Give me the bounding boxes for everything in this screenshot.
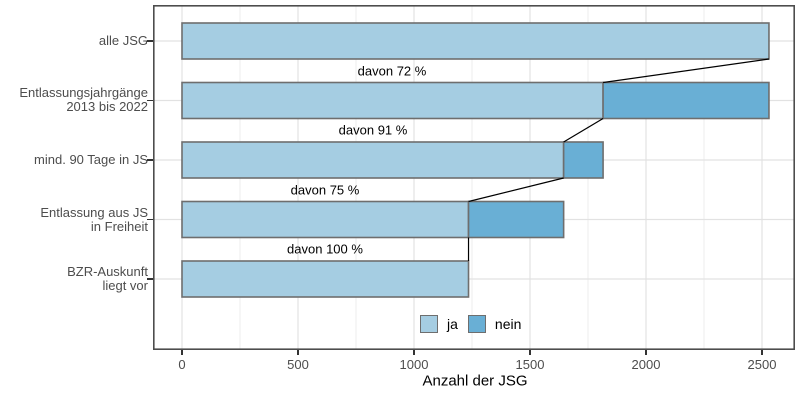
axis-tick-mark bbox=[147, 40, 153, 42]
y-axis-label-alle-jsg: alle JSG bbox=[0, 34, 148, 48]
funnel-connector bbox=[468, 177, 564, 203]
axis-tick-mark bbox=[529, 350, 531, 355]
y-axis-label-line: mind. 90 Tage in JS bbox=[34, 152, 148, 167]
annotation-davon-100: davon 100 % bbox=[287, 241, 363, 257]
axis-tick-mark bbox=[413, 350, 415, 355]
bar-segment-nein bbox=[467, 200, 565, 239]
y-axis-label-line: in Freiheit bbox=[90, 219, 148, 234]
funnel-connector bbox=[563, 117, 604, 143]
x-tick-label-500: 500 bbox=[287, 357, 309, 372]
legend: ja nein bbox=[420, 315, 521, 333]
y-axis-label-line: Entlassung aus JS bbox=[40, 205, 148, 220]
x-axis-title: Anzahl der JSG bbox=[422, 372, 528, 390]
bar-segment-ja bbox=[181, 200, 470, 239]
bar-segment-ja bbox=[181, 22, 770, 60]
legend-swatch-nein bbox=[467, 315, 486, 333]
bar-segment-ja bbox=[181, 260, 470, 298]
x-tick-label-1000: 1000 bbox=[399, 357, 429, 372]
legend-item-nein: nein bbox=[467, 315, 522, 333]
bar-segment-ja bbox=[181, 141, 565, 179]
bar-segment-nein bbox=[602, 81, 770, 120]
axis-tick-mark bbox=[761, 350, 763, 355]
axis-tick-mark bbox=[181, 350, 183, 355]
bar-segment-ja bbox=[181, 81, 604, 120]
axis-tick-mark bbox=[147, 218, 153, 221]
x-tick-label-1500: 1500 bbox=[515, 357, 545, 372]
legend-swatch-ja bbox=[420, 315, 438, 333]
axis-tick-mark bbox=[147, 99, 153, 102]
plot-canvas bbox=[153, 5, 796, 350]
annotation-davon-72: davon 72 % bbox=[357, 63, 427, 79]
y-axis-label-line: Entlassungsjahrgänge bbox=[19, 85, 148, 100]
annotation-davon-75: davon 75 % bbox=[290, 182, 360, 198]
y-axis-label-entlassungsjahrgaenge: Entlassungsjahrgänge 2013 bis 2022 bbox=[0, 86, 148, 114]
bar-segment-nein bbox=[562, 141, 604, 179]
y-axis-label-line: BZR-Auskunft bbox=[67, 264, 148, 279]
panel-border bbox=[153, 5, 796, 350]
y-axis-label-line: 2013 bis 2022 bbox=[66, 99, 148, 114]
y-axis-label-bzr-auskunft: BZR-Auskunft liegt vor bbox=[0, 265, 148, 293]
plot-panel bbox=[153, 5, 796, 350]
x-tick-label-2000: 2000 bbox=[631, 357, 661, 372]
y-axis-label-mind-90-tage: mind. 90 Tage in JS bbox=[0, 153, 148, 167]
legend-item-ja: ja bbox=[420, 315, 458, 333]
y-axis-label-line: alle JSG bbox=[98, 33, 148, 48]
legend-label-ja: ja bbox=[447, 316, 458, 332]
y-axis-label-entlassung-freiheit: Entlassung aus JS in Freiheit bbox=[0, 206, 148, 234]
funnel-connector bbox=[602, 58, 770, 84]
x-tick-label-0: 0 bbox=[178, 357, 186, 372]
x-tick-label-2500: 2500 bbox=[747, 357, 777, 372]
y-axis-label-line: liegt vor bbox=[102, 278, 148, 293]
axis-tick-mark bbox=[147, 278, 153, 280]
axis-tick-mark bbox=[147, 159, 153, 161]
legend-label-nein: nein bbox=[494, 316, 522, 332]
annotation-davon-91: davon 91 % bbox=[338, 122, 408, 138]
axis-tick-mark bbox=[297, 350, 299, 355]
axis-tick-mark bbox=[645, 350, 647, 355]
